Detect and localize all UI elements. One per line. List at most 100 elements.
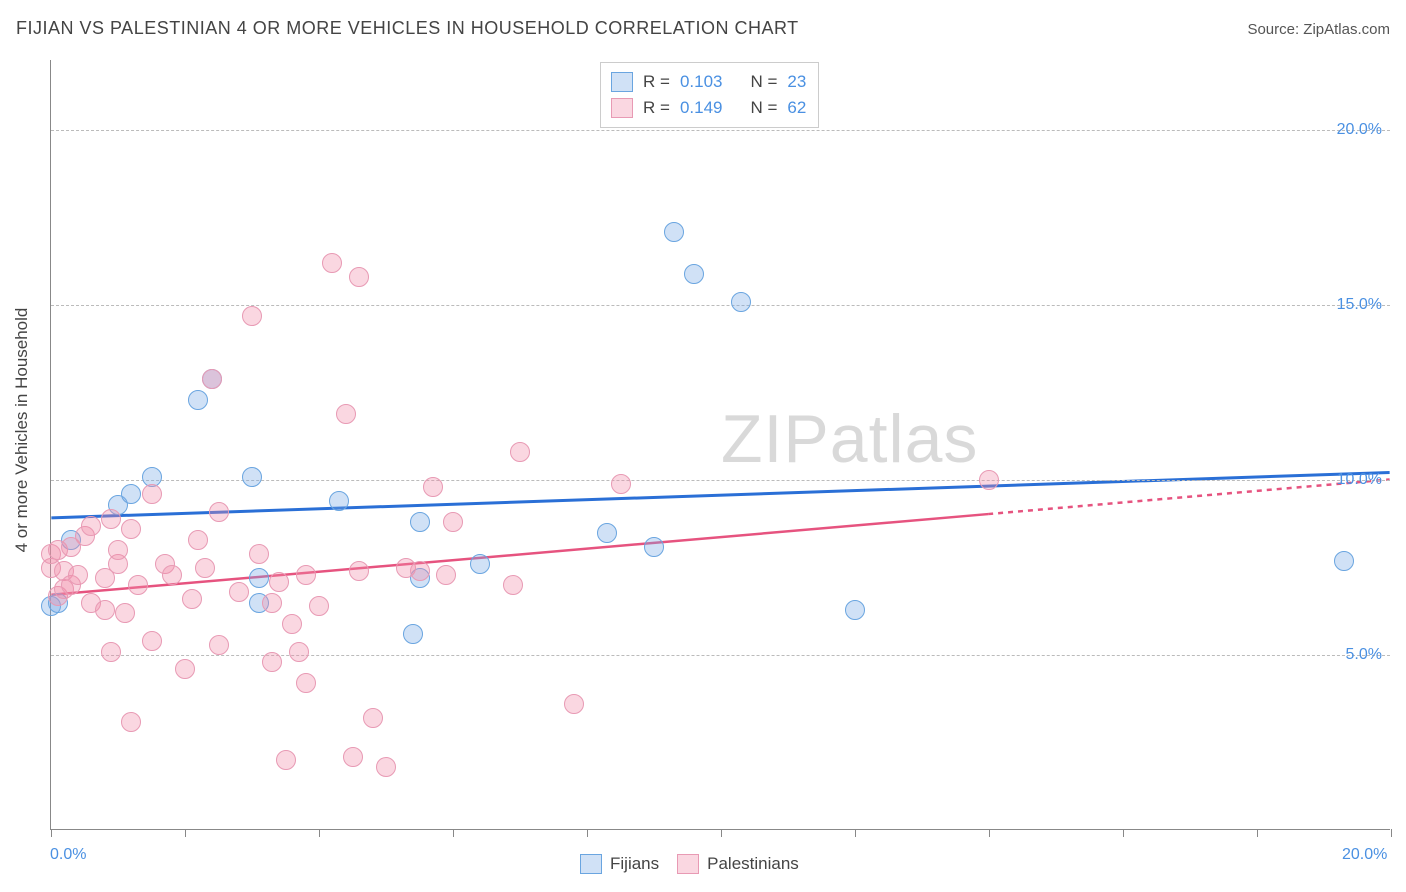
data-point [68, 565, 88, 585]
x-tick [51, 829, 52, 837]
x-tick [1391, 829, 1392, 837]
data-point [262, 593, 282, 613]
data-point [376, 757, 396, 777]
y-tick-label: 15.0% [1337, 296, 1382, 314]
r-label: R = [643, 95, 670, 121]
data-point [289, 642, 309, 662]
data-point [142, 484, 162, 504]
data-point [249, 544, 269, 564]
data-point [611, 474, 631, 494]
data-point [182, 589, 202, 609]
legend-row: R =0.103N =23 [611, 69, 806, 95]
data-point [95, 600, 115, 620]
legend-swatch [677, 854, 699, 874]
data-point [336, 404, 356, 424]
data-point [242, 306, 262, 326]
data-point [423, 477, 443, 497]
trend-lines-svg [51, 60, 1390, 829]
legend-label: Fijians [610, 854, 659, 874]
x-tick-label: 20.0% [1342, 846, 1387, 864]
data-point [209, 502, 229, 522]
x-tick-label: 0.0% [50, 846, 86, 864]
data-point [101, 642, 121, 662]
legend-label: Palestinians [707, 854, 799, 874]
x-tick [855, 829, 856, 837]
data-point [128, 575, 148, 595]
data-point [269, 572, 289, 592]
data-point [410, 512, 430, 532]
plot-area: ZIPatlas 5.0%10.0%15.0%20.0% [50, 60, 1390, 830]
legend-swatch [580, 854, 602, 874]
legend-row: R =0.149N =62 [611, 95, 806, 121]
x-tick [185, 829, 186, 837]
data-point [309, 596, 329, 616]
data-point [242, 467, 262, 487]
legend-swatch [611, 72, 633, 92]
data-point [410, 561, 430, 581]
data-point [1334, 551, 1354, 571]
data-point [282, 614, 302, 634]
series-legend: Fijians Palestinians [580, 854, 799, 874]
y-tick-label: 10.0% [1337, 471, 1382, 489]
data-point [195, 558, 215, 578]
x-tick [1257, 829, 1258, 837]
data-point [249, 568, 269, 588]
gridline [51, 130, 1390, 131]
data-point [121, 519, 141, 539]
data-point [162, 565, 182, 585]
data-point [188, 390, 208, 410]
r-label: R = [643, 69, 670, 95]
data-point [644, 537, 664, 557]
data-point [363, 708, 383, 728]
data-point [322, 253, 342, 273]
data-point [664, 222, 684, 242]
data-point [276, 750, 296, 770]
data-point [229, 582, 249, 602]
data-point [121, 484, 141, 504]
n-label: N = [750, 69, 777, 95]
x-tick [453, 829, 454, 837]
data-point [564, 694, 584, 714]
data-point [597, 523, 617, 543]
y-axis-title: 4 or more Vehicles in Household [12, 308, 32, 553]
gridline [51, 655, 1390, 656]
data-point [845, 600, 865, 620]
data-point [175, 659, 195, 679]
title-bar: FIJIAN VS PALESTINIAN 4 OR MORE VEHICLES… [16, 18, 1390, 39]
data-point [503, 575, 523, 595]
data-point [188, 530, 208, 550]
data-point [108, 540, 128, 560]
r-value: 0.149 [680, 95, 723, 121]
data-point [329, 491, 349, 511]
data-point [979, 470, 999, 490]
data-point [403, 624, 423, 644]
data-point [470, 554, 490, 574]
data-point [510, 442, 530, 462]
data-point [262, 652, 282, 672]
data-point [349, 267, 369, 287]
data-point [115, 603, 135, 623]
chart-title: FIJIAN VS PALESTINIAN 4 OR MORE VEHICLES… [16, 18, 799, 39]
y-tick-label: 5.0% [1346, 646, 1382, 664]
data-point [296, 673, 316, 693]
data-point [101, 509, 121, 529]
data-point [349, 561, 369, 581]
data-point [443, 512, 463, 532]
data-point [209, 635, 229, 655]
data-point [202, 369, 222, 389]
x-tick [319, 829, 320, 837]
data-point [142, 631, 162, 651]
source-label: Source: ZipAtlas.com [1247, 21, 1390, 38]
legend-item: Fijians [580, 854, 659, 874]
x-tick [1123, 829, 1124, 837]
legend-item: Palestinians [677, 854, 799, 874]
x-tick [721, 829, 722, 837]
n-label: N = [750, 95, 777, 121]
data-point [731, 292, 751, 312]
data-point [296, 565, 316, 585]
data-point [81, 516, 101, 536]
data-point [121, 712, 141, 732]
y-tick-label: 20.0% [1337, 121, 1382, 139]
data-point [343, 747, 363, 767]
n-value: 23 [787, 69, 806, 95]
